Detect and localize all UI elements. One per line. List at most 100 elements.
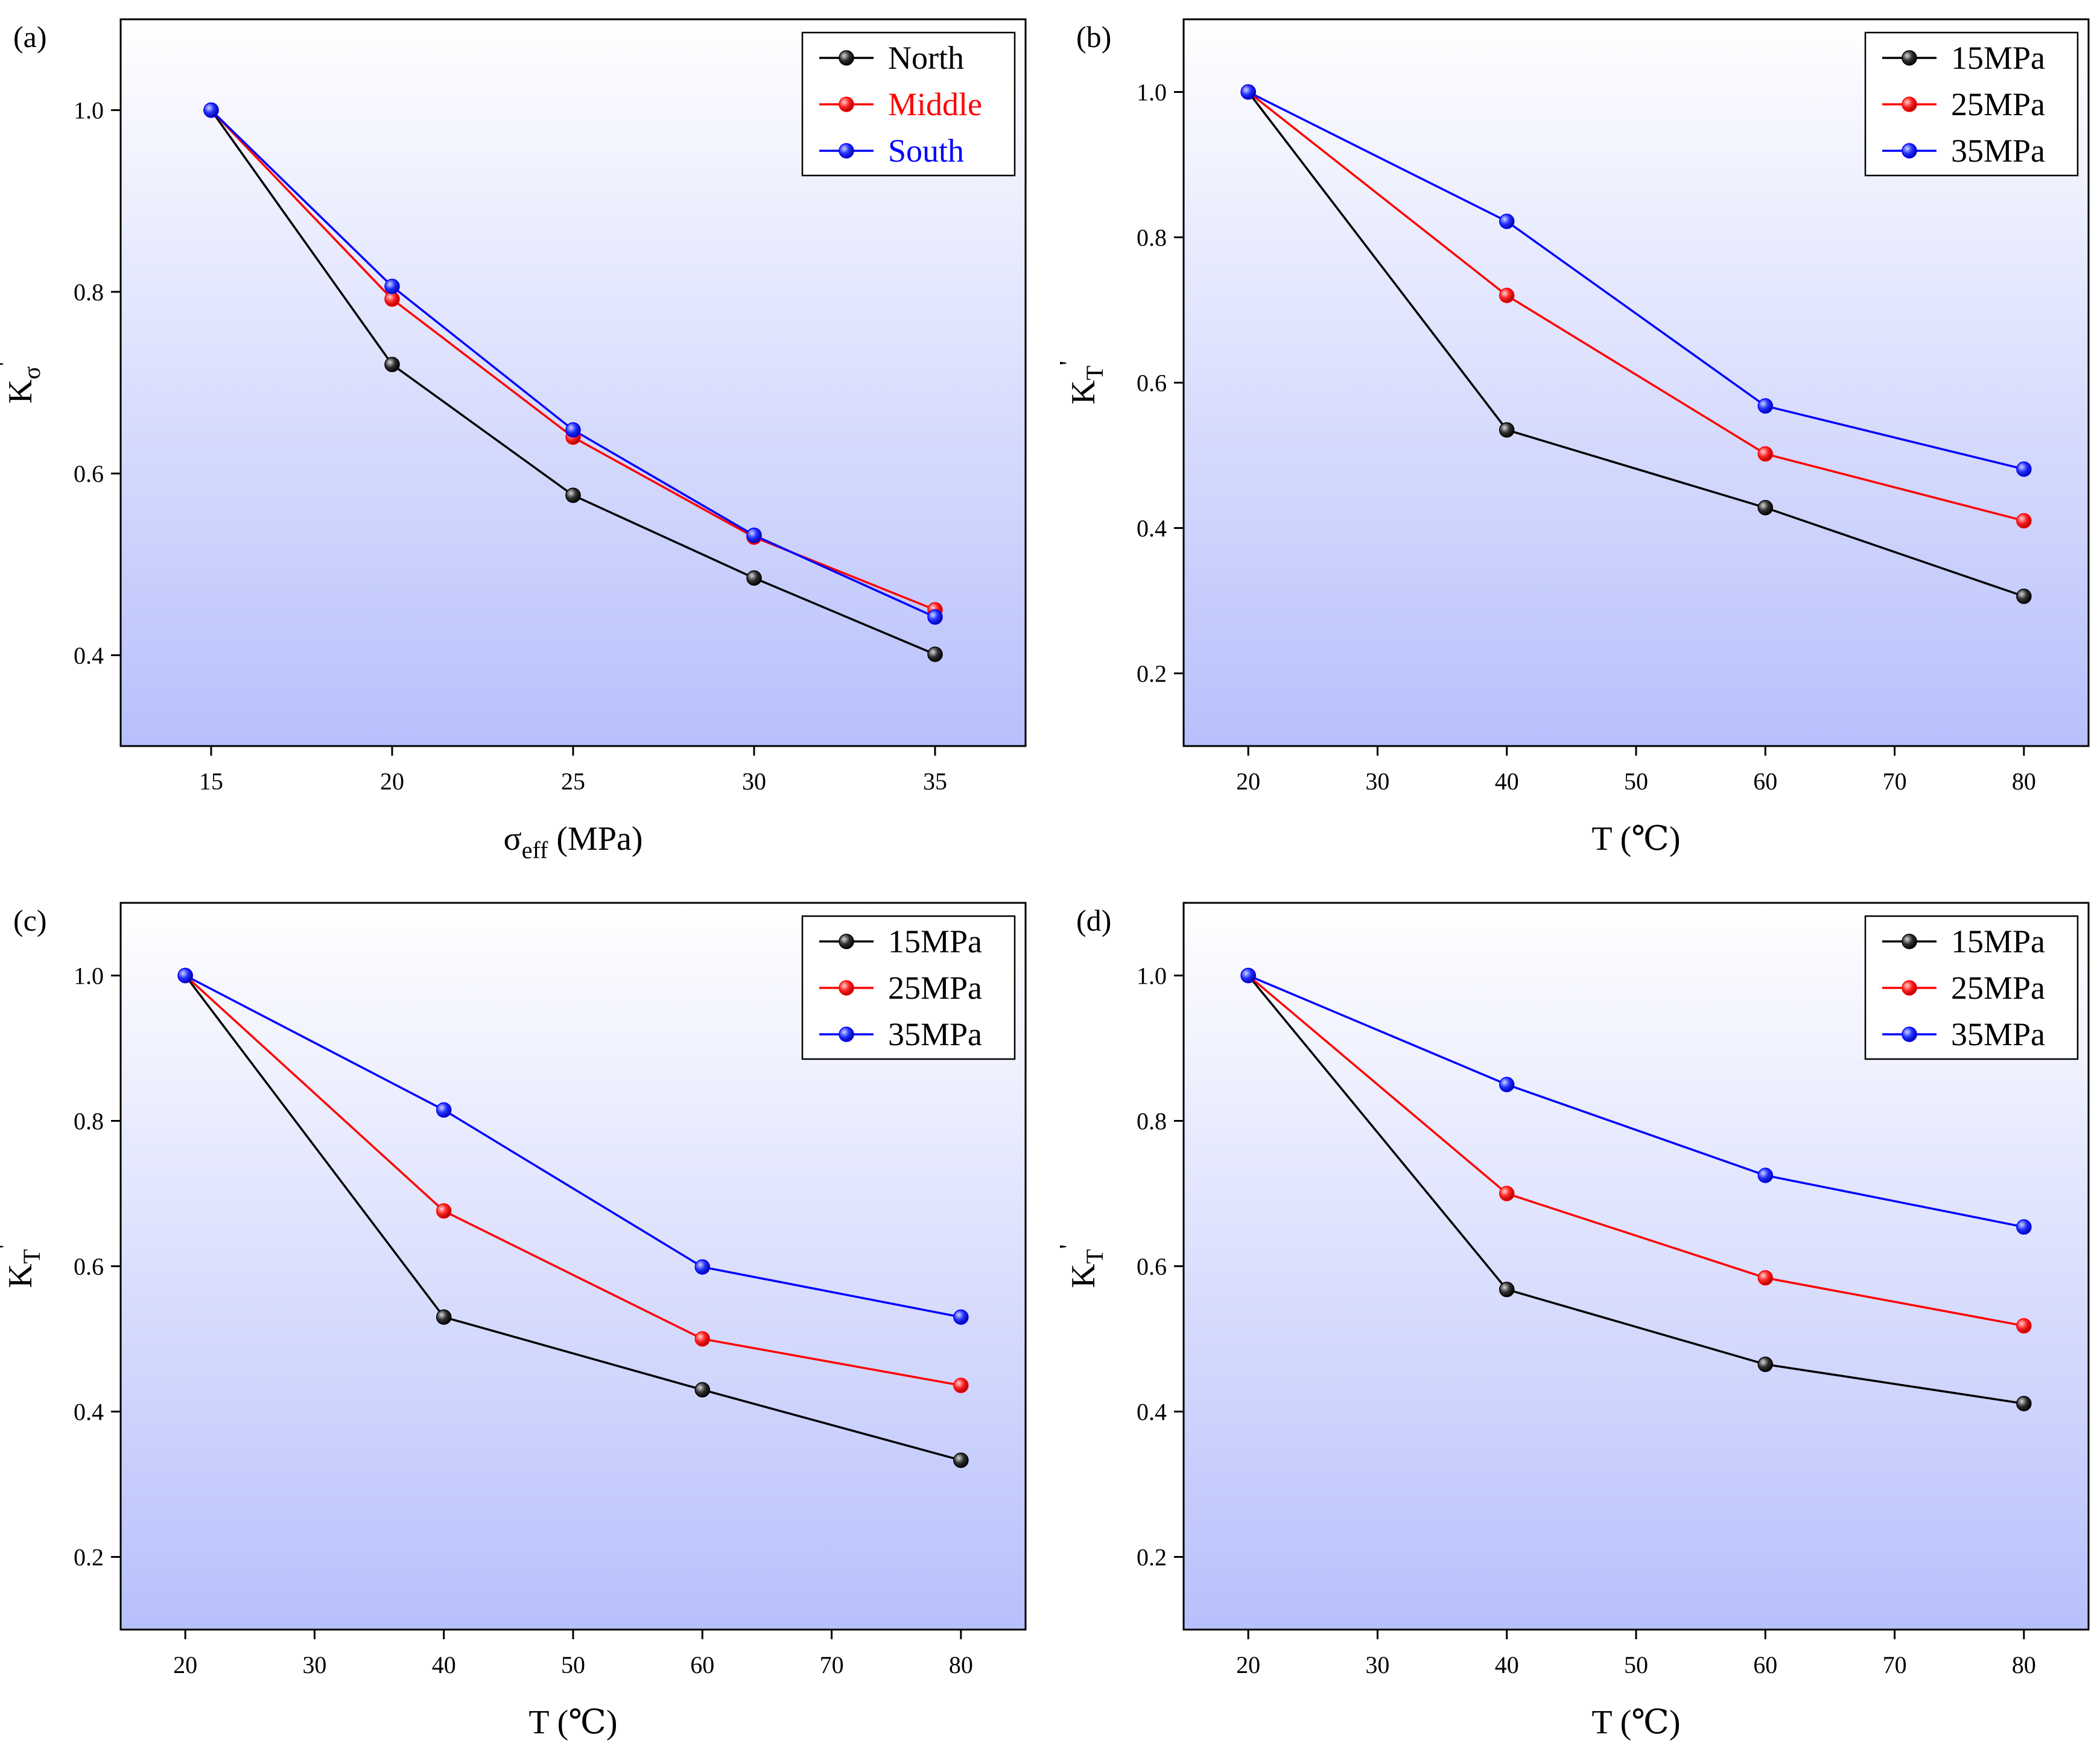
panel-a-legend-marker bbox=[839, 97, 854, 112]
panel-b-x-tick-label: 70 bbox=[1883, 768, 1907, 795]
panel-b-data-point bbox=[1758, 501, 1772, 515]
panel-d-y-tick-label: 0.8 bbox=[1137, 1108, 1167, 1135]
panel-c-legend-marker bbox=[839, 1027, 854, 1042]
panel-c-data-point bbox=[437, 1204, 451, 1218]
panel-c-x-tick-label: 80 bbox=[949, 1651, 973, 1678]
panel-a-y-tick-label: 0.8 bbox=[74, 279, 104, 306]
panel-a-data-point bbox=[204, 103, 218, 118]
panel-a: 15 20 25 30 35 0.4 0.6 0.8 1.0 North Middle South (a… bbox=[0, 19, 1026, 864]
panel-a-y-tick-label: 0.6 bbox=[74, 460, 104, 487]
panel-c-x-tick-label: 60 bbox=[690, 1651, 714, 1678]
panel-b-legend-label: 35MPa bbox=[1951, 133, 2045, 169]
panel-d-data-point bbox=[1500, 1077, 1514, 1092]
panel-d-data-point bbox=[1758, 1271, 1772, 1285]
panel-d-data-point bbox=[1500, 1282, 1514, 1297]
panel-a-data-point bbox=[566, 423, 580, 437]
panel-b-x-tick-label: 50 bbox=[1624, 768, 1648, 795]
panel-c-legend-label: 25MPa bbox=[888, 970, 982, 1006]
panel-c-y-tick-label: 1.0 bbox=[74, 963, 104, 990]
panel-d-legend-marker bbox=[1902, 1027, 1917, 1042]
panel-d-legend-label: 15MPa bbox=[1951, 923, 2045, 960]
panel-c-legend: 15MPa 25MPa 35MPa bbox=[802, 916, 1015, 1059]
panel-d-x-tick-label: 20 bbox=[1236, 1651, 1260, 1678]
panel-c-legend-marker bbox=[839, 934, 854, 949]
panel-d-x-tick-label: 40 bbox=[1495, 1651, 1519, 1678]
figure: 15 20 25 30 350.40.60.81.0NorthMiddleSouth(a… bbox=[0, 0, 2100, 1749]
panel-b-y-tick-label: 0.6 bbox=[1137, 370, 1167, 397]
panel-a-data-point bbox=[566, 488, 580, 502]
panel-d-legend-label: 35MPa bbox=[1951, 1016, 2045, 1052]
panel-d-y-axis-title: KT' bbox=[1054, 1244, 1108, 1288]
panel-a-legend-label: South bbox=[888, 133, 964, 169]
panel-b-y-tick-label: 0.4 bbox=[1137, 515, 1167, 542]
panel-a-x-tick-label: 20 bbox=[380, 768, 404, 795]
panel-c-data-point bbox=[695, 1382, 709, 1397]
panel-c-y-tick-label: 0.6 bbox=[74, 1253, 104, 1280]
panel-b-y-tick-label: 1.0 bbox=[1137, 79, 1167, 106]
panel-a-x-tick-label: 30 bbox=[742, 768, 766, 795]
panel-b-data-point bbox=[2017, 513, 2031, 528]
panel-b-y-axis-title: KT' bbox=[1054, 361, 1108, 405]
panel-b-y-tick-label: 0.8 bbox=[1137, 224, 1167, 251]
panel-b-data-point bbox=[1758, 399, 1772, 413]
panel-a-x-tick-label: 15 bbox=[199, 768, 223, 795]
panel-d-x-tick-label: 30 bbox=[1365, 1651, 1389, 1678]
panel-c-y-tick-label: 0.8 bbox=[74, 1108, 104, 1135]
panel-d-x-tick-label: 50 bbox=[1624, 1651, 1648, 1678]
panel-a-y-tick-label: 1.0 bbox=[74, 97, 104, 124]
panel-c-x-tick-label: 30 bbox=[302, 1651, 326, 1678]
panel-b-x-tick-label: 20 bbox=[1236, 768, 1260, 795]
panel-d-legend: 15MPa 25MPa 35MPa bbox=[1865, 916, 2078, 1059]
panel-c-y-tick-label: 0.2 bbox=[74, 1544, 104, 1571]
panel-c-x-tick-label: 50 bbox=[561, 1651, 585, 1678]
panel-c-data-point bbox=[954, 1378, 968, 1393]
panel-d-data-point bbox=[1500, 1186, 1514, 1201]
panel-a-data-point bbox=[747, 528, 761, 543]
panel-b-data-point bbox=[1500, 423, 1514, 437]
panel-d-data-point bbox=[2017, 1219, 2031, 1234]
panel-d-data-point bbox=[1758, 1168, 1772, 1183]
panel-c-data-point bbox=[178, 969, 192, 983]
panel-a-data-point bbox=[385, 357, 399, 372]
panel-a-label: (a) bbox=[13, 20, 47, 54]
panel-b-data-point bbox=[2017, 462, 2031, 476]
panel-b-legend-marker bbox=[1902, 97, 1917, 112]
panel-b-label: (b) bbox=[1076, 20, 1111, 54]
panel-c-legend-marker bbox=[839, 981, 854, 995]
panel-b-legend-marker bbox=[1902, 51, 1917, 65]
panel-c-y-axis-title: KT' bbox=[0, 1244, 45, 1288]
panel-b-data-point bbox=[2017, 589, 2031, 604]
panel-c-data-point bbox=[695, 1332, 709, 1346]
panel-d-data-point bbox=[1241, 969, 1255, 983]
panel-c-x-tick-label: 70 bbox=[820, 1651, 844, 1678]
panel-b-legend-label: 25MPa bbox=[1951, 86, 2045, 122]
panel-d-data-point bbox=[2017, 1318, 2031, 1333]
panel-d-legend-label: 25MPa bbox=[1951, 970, 2045, 1006]
panel-b-x-tick-label: 60 bbox=[1753, 768, 1777, 795]
panel-c-x-tick-label: 40 bbox=[432, 1651, 456, 1678]
panel-d-x-axis-title: T (℃) bbox=[1591, 1704, 1680, 1741]
panel-b: 20 30 40 50 60 70 800.20.40.60.81.015MPa25MPa3… bbox=[1054, 19, 2089, 858]
panel-d-y-tick-label: 1.0 bbox=[1137, 963, 1167, 990]
panel-a-y-axis-title: Kσ' bbox=[0, 362, 45, 404]
panel-d-legend-marker bbox=[1902, 934, 1917, 949]
panel-c-data-point bbox=[695, 1260, 709, 1274]
panel-d-data-point bbox=[1758, 1357, 1772, 1371]
panel-a-data-point bbox=[385, 279, 399, 294]
panel-d-legend-marker bbox=[1902, 981, 1917, 995]
panel-d-x-tick-label: 70 bbox=[1883, 1651, 1907, 1678]
panel-d: 20 30 40 50 60 70 80 0.2 0.4 0.6 0.8 1.0 15MPa 25MPa 3… bbox=[1054, 903, 2089, 1741]
panel-c: 20 30 40 50 60 70 80 0.2 0.4 0.6 0.8 1.0 15MPa 25MPa 3… bbox=[0, 903, 1026, 1741]
panel-c-data-point bbox=[954, 1310, 968, 1324]
panel-a-data-point bbox=[928, 647, 942, 662]
panel-d-y-tick-label: 0.6 bbox=[1137, 1253, 1167, 1280]
panel-d-label: (d) bbox=[1076, 903, 1111, 937]
panel-d-x-tick-label: 60 bbox=[1753, 1651, 1777, 1678]
panel-c-legend-label: 35MPa bbox=[888, 1016, 982, 1052]
panel-c-data-point bbox=[437, 1102, 451, 1117]
panel-d-x-tick-label: 80 bbox=[2012, 1651, 2036, 1678]
panel-d-y-tick-label: 0.2 bbox=[1137, 1544, 1167, 1571]
panel-c-label: (c) bbox=[13, 903, 47, 937]
panel-a-legend: North Middle South bbox=[802, 33, 1015, 176]
panel-b-data-point bbox=[1758, 447, 1772, 461]
